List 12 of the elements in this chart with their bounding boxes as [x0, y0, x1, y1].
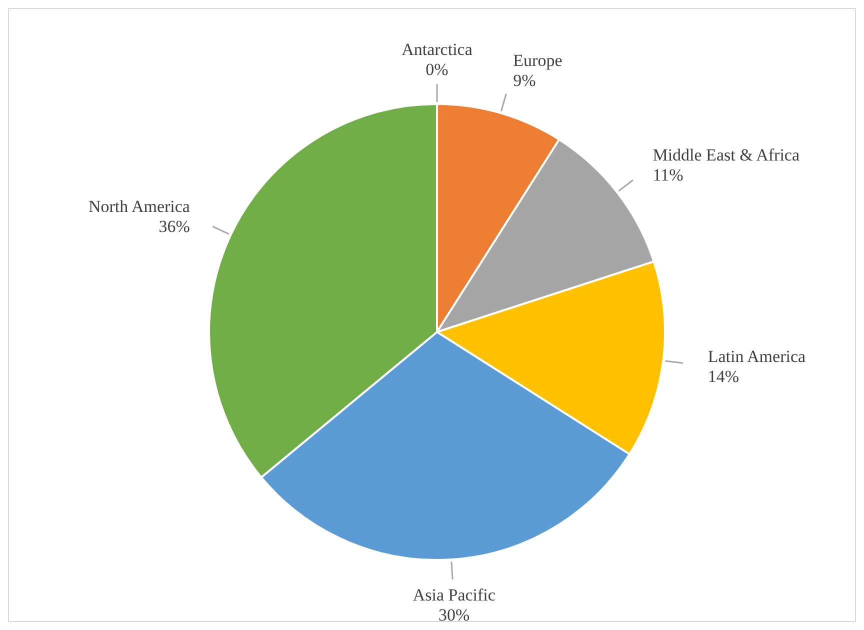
slice-label: Middle East & Africa [652, 146, 800, 165]
slice-label: North America [88, 196, 190, 216]
category-label: Antarctica [402, 40, 472, 59]
data-label: 36% [158, 216, 190, 236]
data-label: 11% [652, 166, 684, 185]
slice-label: Latin America [708, 347, 806, 366]
data-label: 30% [438, 605, 470, 624]
text: 0% [426, 60, 448, 79]
slice-label: Asia Pacific [412, 585, 496, 604]
slice-label: Europe [513, 50, 562, 70]
data-label: 9% [513, 70, 536, 90]
data-label: 14% [708, 367, 740, 386]
